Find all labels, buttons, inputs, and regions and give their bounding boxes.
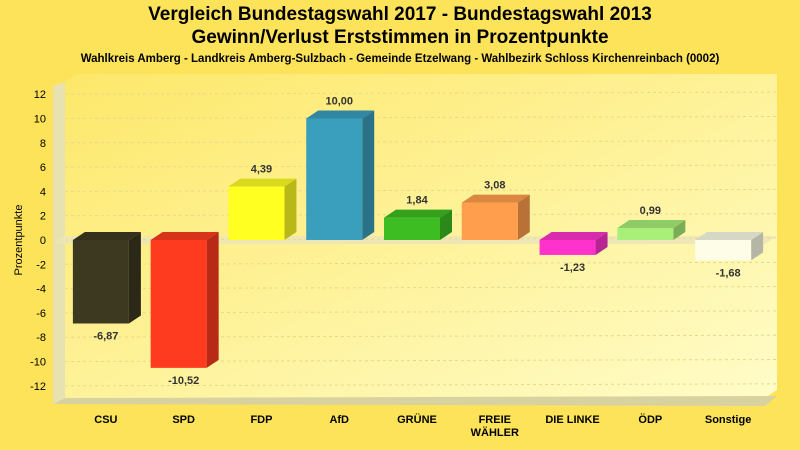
bar-side (673, 219, 686, 240)
gridline (64, 115, 778, 119)
gridline (64, 310, 778, 314)
bar-top (617, 219, 686, 228)
chart-subtitle: Wahlkreis Amberg - Landkreis Amberg-Sulz… (80, 53, 720, 65)
x-tick-label: WÄHLER (471, 426, 519, 439)
bar (461, 202, 518, 240)
x-tick-label: Sonstige (705, 414, 751, 426)
gridline (64, 261, 778, 265)
y-tick-label: -12 (30, 381, 46, 393)
gridline (64, 383, 778, 387)
x-tick-label: FDP (250, 414, 272, 426)
gridline (64, 359, 778, 363)
chart-title: Vergleich Bundestagswahl 2017 - Bundesta… (148, 4, 652, 25)
x-tick-label: FREIE (479, 414, 511, 426)
bar-top (539, 232, 608, 240)
bar-side (751, 232, 764, 261)
y-tick-label: 2 (40, 211, 46, 223)
x-tick-label: CSU (94, 414, 117, 426)
bar (228, 186, 285, 240)
floor (53, 396, 777, 406)
value-label: 4,39 (251, 164, 272, 176)
bar (539, 240, 596, 255)
bar-side (517, 194, 530, 240)
value-label: -1,23 (560, 262, 585, 274)
bar-top (306, 110, 375, 119)
value-label: 0,99 (640, 205, 661, 217)
bar (72, 240, 129, 324)
x-tick-label: SPD (172, 414, 195, 426)
chart-title-line2: Gewinn/Verlust Erststimmen in Prozentpun… (191, 27, 609, 48)
bar-side (595, 232, 608, 255)
value-label: -6,87 (93, 330, 118, 342)
y-tick-label: 8 (40, 138, 46, 150)
value-label: -10,52 (168, 375, 199, 387)
bar-top (695, 232, 764, 240)
y-tick-label: 10 (34, 113, 46, 125)
gridline (64, 91, 778, 95)
y-tick-label: 0 (40, 235, 46, 247)
y-tick-label: -8 (36, 332, 46, 344)
y-tick-label: -6 (36, 308, 46, 320)
gridline (64, 164, 778, 168)
x-tick-label: ÖDP (638, 413, 662, 426)
bar-side (362, 110, 375, 240)
x-tick-label: AfD (329, 414, 349, 426)
y-tick-label: 6 (40, 162, 46, 174)
value-label: 10,00 (325, 95, 353, 107)
y-tick-label: -4 (36, 284, 46, 296)
bar-top (150, 232, 219, 240)
bar-top (461, 194, 530, 203)
bar (695, 240, 752, 261)
bar-top (228, 178, 297, 187)
x-tick-label: GRÜNE (397, 413, 437, 426)
bar (617, 227, 674, 240)
bar-side (128, 232, 141, 324)
bar-side (440, 209, 452, 240)
value-label: 3,08 (484, 180, 505, 192)
y-tick-label: -10 (30, 357, 46, 369)
gridline (64, 286, 778, 290)
bar-side (284, 178, 297, 240)
y-tick-label: 4 (40, 186, 46, 198)
bar-top (72, 232, 141, 240)
value-label: -1,68 (716, 267, 741, 279)
y-tick-label: -2 (36, 259, 46, 271)
gridline (64, 140, 778, 144)
bar (384, 217, 440, 240)
bar-side (206, 232, 219, 368)
x-tick-label: DIE LINKE (545, 414, 599, 426)
value-label: 1,84 (406, 195, 428, 207)
bar (150, 240, 207, 368)
gridline (64, 334, 778, 338)
y-tick-label: 12 (34, 89, 46, 101)
y-axis-label: Prozentpunkte (13, 205, 25, 276)
bar-top (384, 209, 452, 218)
bar (306, 118, 363, 240)
gridline (64, 188, 778, 192)
